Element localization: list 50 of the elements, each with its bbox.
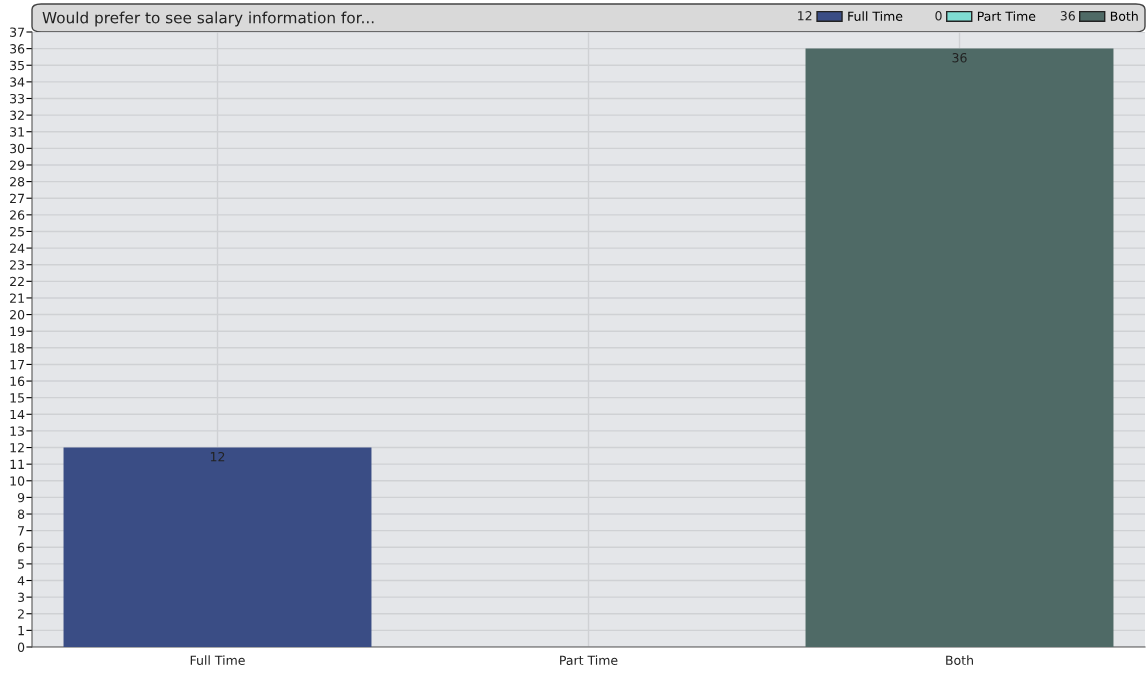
y-tick-label: 15 xyxy=(10,393,24,403)
y-tick-label: 19 xyxy=(10,326,25,337)
y-tick-label: 35 xyxy=(10,60,24,71)
y-tick-label: 21 xyxy=(10,293,24,303)
y-tick-label: 20 xyxy=(10,310,25,320)
y-tick-label: 11 xyxy=(10,459,24,469)
y-tick-label: 30 xyxy=(10,143,25,154)
y-tick-label: 9 xyxy=(17,492,25,503)
y-tick-label: 13 xyxy=(10,426,25,436)
y-tick-label: 0 xyxy=(17,642,25,652)
y-tick-label: 22 xyxy=(10,276,24,287)
x-tick-label: Full Time xyxy=(190,655,245,666)
y-tick-label: 28 xyxy=(10,177,25,187)
y-tick-label: 7 xyxy=(18,526,24,536)
y-tick-label: 10 xyxy=(10,476,25,486)
y-tick-label: 4 xyxy=(17,576,25,586)
y-tick-label: 17 xyxy=(10,360,24,370)
y-tick-label: 1 xyxy=(18,626,24,636)
chart-title: Would prefer to see salary information for... xyxy=(42,11,374,27)
data-label: 12 xyxy=(210,451,225,462)
y-tick-label: 23 xyxy=(10,260,25,270)
y-tick-label: 33 xyxy=(10,93,25,104)
data-label: 36 xyxy=(952,53,967,63)
y-tick-label: 37 xyxy=(10,27,24,37)
y-tick-label: 18 xyxy=(10,343,25,353)
y-tick-label: 12 xyxy=(10,443,24,453)
y-tick-label: 3 xyxy=(18,592,25,603)
legend-label: Full Time xyxy=(848,11,903,21)
y-tick-label: 36 xyxy=(10,44,25,54)
y-tick-label: 8 xyxy=(17,509,25,519)
y-tick-label: 27 xyxy=(10,193,24,203)
y-tick-label: 6 xyxy=(17,542,25,553)
y-tick-label: 5 xyxy=(18,559,24,569)
y-tick-label: 2 xyxy=(18,609,24,619)
legend-label: Both xyxy=(1110,11,1138,21)
y-tick-label: 16 xyxy=(10,376,25,386)
text: 36 xyxy=(1060,11,1075,21)
legend-label: Part Time xyxy=(977,11,1036,21)
y-tick-label: 24 xyxy=(10,243,25,253)
y-tick-label: 32 xyxy=(10,110,24,121)
x-tick-label: Both xyxy=(946,655,973,666)
y-tick-label: 29 xyxy=(10,160,25,170)
y-tick-label: 31 xyxy=(10,127,24,137)
text: 0 xyxy=(935,11,942,21)
y-tick-label: 25 xyxy=(10,226,24,237)
text: 12 xyxy=(798,11,812,21)
y-tick-label: 26 xyxy=(10,210,25,220)
y-tick-label: 34 xyxy=(10,77,25,87)
x-tick-label: Part Time xyxy=(560,655,618,666)
y-tick-label: 14 xyxy=(10,409,25,420)
